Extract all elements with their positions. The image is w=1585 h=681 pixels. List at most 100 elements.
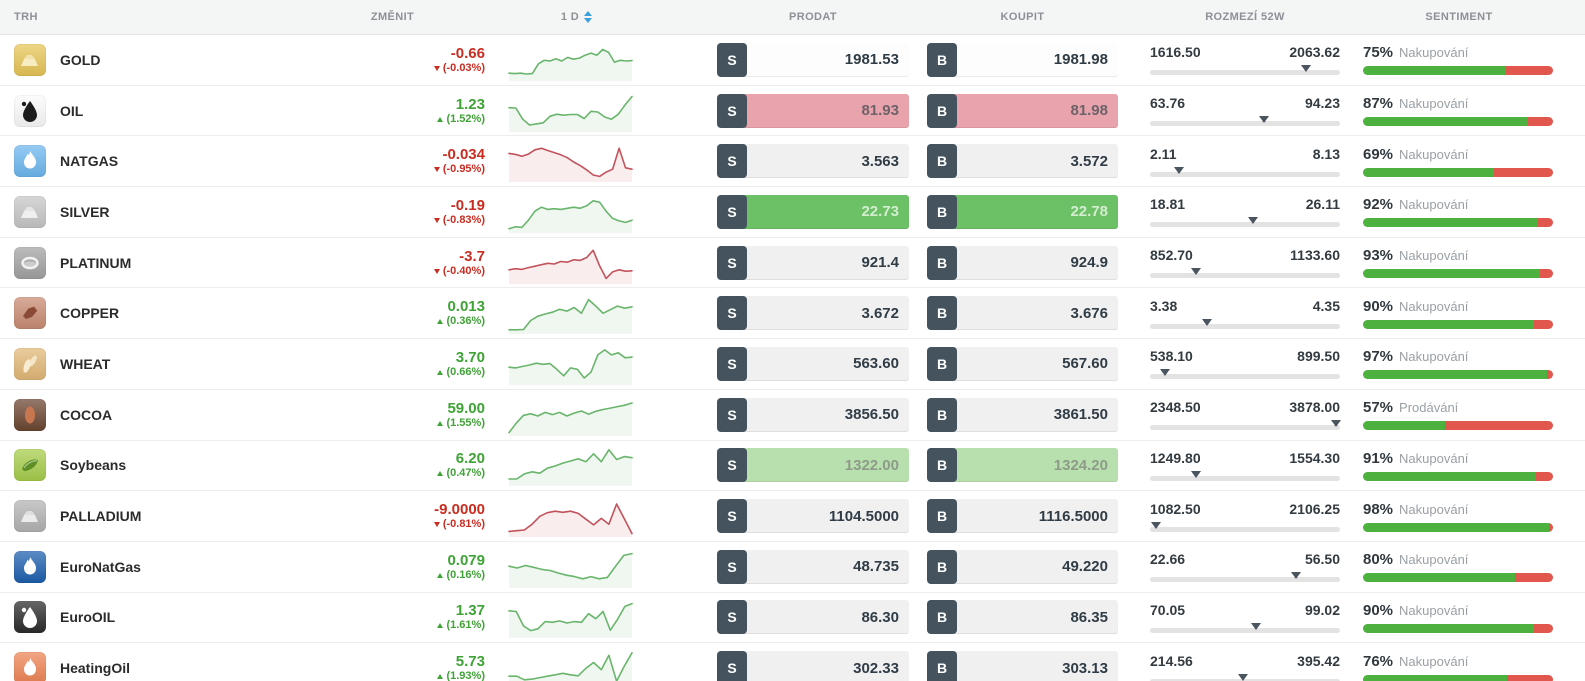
sell-button[interactable]: S [717, 651, 747, 681]
table-row[interactable]: NATGAS -0.034 (-0.95%) S 3.563 B 3.572 [0, 136, 1585, 188]
sentiment-bar-buy [1363, 117, 1529, 127]
market-cell[interactable]: Soybeans [0, 449, 300, 482]
market-cell[interactable]: PALLADIUM [0, 500, 300, 533]
market-name: COCOA [60, 406, 113, 423]
header-market[interactable]: TRH [14, 11, 38, 23]
buy-price[interactable]: 924.9 [954, 245, 1118, 280]
buy-price[interactable]: 86.35 [954, 600, 1118, 635]
market-cell[interactable]: EuroOIL [0, 601, 300, 634]
table-row[interactable]: COPPER 0.013 (0.36%) S 3.672 B 3.676 [0, 288, 1585, 340]
sentiment-cell: 92% Nakupování [1363, 196, 1555, 228]
sell-button[interactable]: S [717, 346, 747, 381]
buy-button[interactable]: B [927, 651, 957, 681]
table-row[interactable]: SILVER -0.19 (-0.83%) S 22.73 B 22.78 [0, 187, 1585, 238]
market-cell[interactable]: PLATINUM [0, 246, 300, 279]
sell-button[interactable]: S [717, 296, 747, 331]
buy-button[interactable]: B [927, 296, 957, 331]
sell-price[interactable]: 48.735 [744, 549, 909, 584]
market-cell[interactable]: GOLD [0, 43, 300, 76]
table-row[interactable]: EuroNatGas 0.079 (0.16%) S 48.735 B 49.2… [0, 541, 1585, 593]
market-cell[interactable]: SILVER [0, 195, 300, 228]
buy-price[interactable]: 81.98 [954, 93, 1118, 128]
buy-price[interactable]: 3.572 [954, 144, 1118, 179]
market-cell[interactable]: HeatingOil [0, 652, 300, 681]
sell-cell: S 86.30 [717, 600, 909, 635]
sell-button[interactable]: S [717, 245, 747, 280]
sentiment-bar-sell [1507, 674, 1553, 681]
buy-button[interactable]: B [927, 93, 957, 128]
buy-button[interactable]: B [927, 499, 957, 534]
buy-button[interactable]: B [927, 448, 957, 483]
buy-button[interactable]: B [927, 346, 957, 381]
range-52w-cell: 70.05 99.02 [1150, 602, 1340, 633]
buy-price[interactable]: 3.676 [954, 296, 1118, 331]
buy-price[interactable]: 3861.50 [954, 397, 1118, 432]
header-period[interactable]: 1 D [485, 11, 645, 24]
sell-button[interactable]: S [717, 194, 747, 229]
sell-price[interactable]: 302.33 [744, 651, 909, 681]
buy-button[interactable]: B [927, 194, 957, 229]
sell-button[interactable]: S [717, 144, 747, 179]
sell-price[interactable]: 563.60 [744, 346, 909, 381]
market-cell[interactable]: NATGAS [0, 145, 300, 178]
buy-price[interactable]: 1116.5000 [954, 499, 1118, 534]
buy-button[interactable]: B [927, 549, 957, 584]
range-marker-icon [1160, 369, 1171, 377]
sell-price[interactable]: 3856.50 [744, 397, 909, 432]
sell-price[interactable]: 81.93 [744, 93, 909, 128]
buy-price[interactable]: 22.78 [954, 194, 1118, 229]
market-cell[interactable]: WHEAT [0, 347, 300, 380]
buy-cell: B 49.220 [927, 549, 1118, 584]
buy-price[interactable]: 1324.20 [954, 448, 1118, 483]
market-name: NATGAS [60, 153, 119, 170]
buy-button[interactable]: B [927, 42, 957, 77]
sell-price[interactable]: 3.672 [744, 296, 909, 331]
table-row[interactable]: HeatingOil 5.73 (1.93%) S 302.33 B 303.1… [0, 643, 1585, 681]
sell-button[interactable]: S [717, 549, 747, 584]
header-sentiment[interactable]: SENTIMENT [1425, 11, 1493, 23]
table-row[interactable]: WHEAT 3.70 (0.66%) S 563.60 B 567.60 [0, 339, 1585, 390]
buy-price[interactable]: 1981.98 [954, 42, 1118, 77]
table-row[interactable]: OIL 1.23 (1.52%) S 81.93 B 81.98 [0, 85, 1585, 137]
market-cell[interactable]: COPPER [0, 297, 300, 330]
sell-price[interactable]: 1981.53 [744, 42, 909, 77]
buy-price[interactable]: 303.13 [954, 651, 1118, 681]
table-row[interactable]: EuroOIL 1.37 (1.61%) S 86.30 B 86.35 [0, 592, 1585, 644]
market-cell[interactable]: COCOA [0, 398, 300, 431]
market-cell[interactable]: OIL [0, 94, 300, 127]
sell-price[interactable]: 22.73 [744, 194, 909, 229]
buy-button[interactable]: B [927, 245, 957, 280]
buy-price[interactable]: 567.60 [954, 346, 1118, 381]
header-change[interactable]: ZMĚNIT [370, 11, 415, 23]
table-row[interactable]: PLATINUM -3.7 (-0.40%) S 921.4 B 924.9 [0, 237, 1585, 289]
sell-button[interactable]: S [717, 448, 747, 483]
sentiment-cell: 98% Nakupování [1363, 501, 1555, 532]
sparkline-cell [485, 342, 645, 386]
buy-button[interactable]: B [927, 144, 957, 179]
buy-button[interactable]: B [927, 397, 957, 432]
table-row[interactable]: PALLADIUM -9.0000 (-0.81%) S 1104.5000 B… [0, 491, 1585, 542]
sell-price[interactable]: 1322.00 [744, 448, 909, 483]
sell-price[interactable]: 921.4 [744, 245, 909, 280]
range-low: 2.11 [1150, 145, 1177, 162]
buy-button[interactable]: B [927, 600, 957, 635]
table-row[interactable]: GOLD -0.66 (-0.03%) S 1981.53 B 1981.98 [0, 35, 1585, 86]
sell-button[interactable]: S [717, 499, 747, 534]
header-sell[interactable]: PRODAT [788, 11, 838, 23]
sell-price[interactable]: 86.30 [744, 600, 909, 635]
buy-price[interactable]: 49.220 [954, 549, 1118, 584]
sort-icon[interactable] [584, 11, 593, 24]
sell-price[interactable]: 1104.5000 [744, 499, 909, 534]
sell-button[interactable]: S [717, 93, 747, 128]
header-range-52w[interactable]: ROZMEZÍ 52W [1205, 11, 1285, 23]
table-row[interactable]: Soybeans 6.20 (0.47%) S 1322.00 B 1324.2… [0, 440, 1585, 492]
sentiment-bar-buy [1363, 269, 1540, 279]
sell-price[interactable]: 3.563 [744, 144, 909, 179]
sell-button[interactable]: S [717, 397, 747, 432]
market-cell[interactable]: EuroNatGas [0, 550, 300, 583]
sell-button[interactable]: S [717, 42, 747, 77]
sell-button[interactable]: S [717, 600, 747, 635]
table-row[interactable]: COCOA 59.00 (1.55%) S 3856.50 B 3861.50 [0, 389, 1585, 441]
header-buy[interactable]: KOUPIT [1000, 11, 1045, 23]
change-value: -0.034 [442, 146, 485, 164]
